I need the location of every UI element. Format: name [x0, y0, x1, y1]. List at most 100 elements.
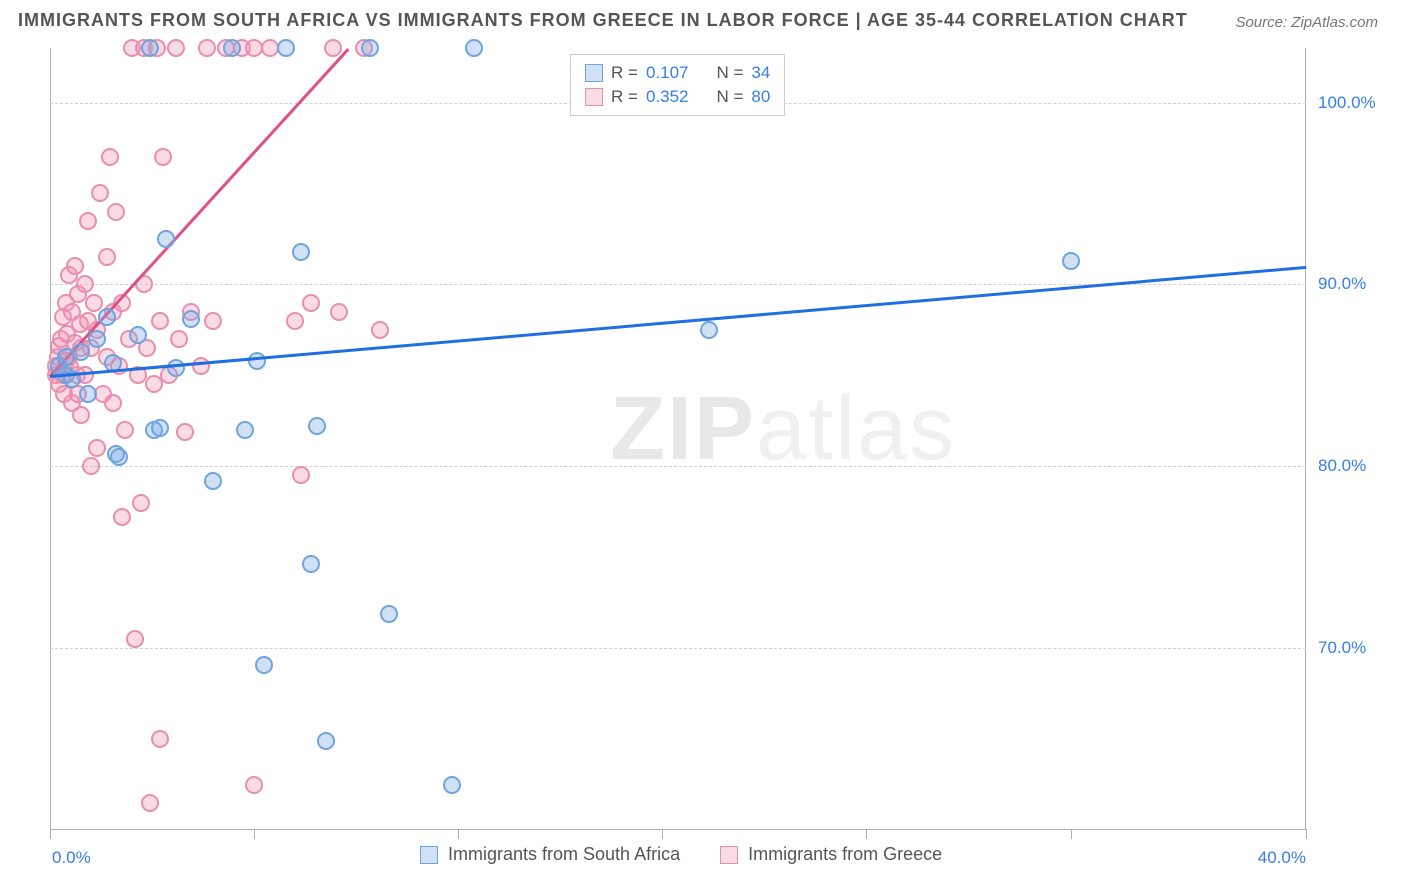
data-point-greece: [151, 312, 169, 330]
legend-r-label: R =: [611, 87, 638, 107]
data-point-south_africa: [380, 605, 398, 623]
data-point-south_africa: [248, 352, 266, 370]
data-point-greece: [72, 406, 90, 424]
legend-r-value: 0.107: [646, 63, 689, 83]
data-point-south_africa: [141, 39, 159, 57]
data-point-greece: [167, 39, 185, 57]
x-tick: [662, 829, 663, 839]
x-axis-line: [50, 829, 1306, 830]
legend-label: Immigrants from Greece: [748, 844, 942, 865]
data-point-south_africa: [167, 359, 185, 377]
x-tick: [1071, 829, 1072, 839]
data-point-south_africa: [79, 385, 97, 403]
data-point-greece: [116, 421, 134, 439]
data-point-greece: [104, 394, 122, 412]
legend-n-label: N =: [716, 63, 743, 83]
data-point-greece: [245, 776, 263, 794]
data-point-south_africa: [223, 39, 241, 57]
x-tick: [458, 829, 459, 839]
legend-swatch: [420, 846, 438, 864]
data-point-south_africa: [236, 421, 254, 439]
x-tick: [1306, 829, 1307, 839]
data-point-south_africa: [182, 310, 200, 328]
data-point-greece: [176, 423, 194, 441]
data-point-south_africa: [129, 326, 147, 344]
data-point-south_africa: [465, 39, 483, 57]
legend-swatch: [585, 88, 603, 106]
data-point-greece: [302, 294, 320, 312]
data-point-greece: [292, 466, 310, 484]
y-tick-label: 80.0%: [1318, 456, 1366, 476]
data-point-greece: [91, 184, 109, 202]
data-point-greece: [141, 794, 159, 812]
data-point-south_africa: [204, 472, 222, 490]
data-point-greece: [154, 148, 172, 166]
data-point-south_africa: [110, 448, 128, 466]
data-point-south_africa: [700, 321, 718, 339]
data-point-greece: [286, 312, 304, 330]
data-point-greece: [170, 330, 188, 348]
data-point-south_africa: [88, 330, 106, 348]
data-point-south_africa: [317, 732, 335, 750]
watermark-zip: ZIP: [610, 379, 756, 479]
data-point-greece: [204, 312, 222, 330]
data-point-greece: [192, 357, 210, 375]
y-tick-label: 100.0%: [1318, 93, 1376, 113]
legend-swatch: [585, 64, 603, 82]
legend-stat-row-greece: R = 0.352 N = 80: [585, 85, 770, 109]
data-point-south_africa: [292, 243, 310, 261]
legend-swatch: [720, 846, 738, 864]
gridline-y: [50, 466, 1306, 467]
data-point-south_africa: [361, 39, 379, 57]
data-point-greece: [126, 630, 144, 648]
data-point-greece: [79, 212, 97, 230]
x-tick: [254, 829, 255, 839]
data-point-greece: [107, 203, 125, 221]
data-point-greece: [82, 457, 100, 475]
x-tick-label: 40.0%: [1246, 848, 1306, 868]
data-point-south_africa: [277, 39, 295, 57]
data-point-south_africa: [308, 417, 326, 435]
legend-stat-row-south_africa: R = 0.107 N = 34: [585, 61, 770, 85]
data-point-greece: [330, 303, 348, 321]
data-point-south_africa: [1062, 252, 1080, 270]
trend-line-greece: [49, 48, 350, 377]
legend-label: Immigrants from South Africa: [448, 844, 680, 865]
data-point-greece: [113, 508, 131, 526]
scatter-plot-area: ZIPatlas: [50, 48, 1306, 830]
legend-n-label: N =: [716, 87, 743, 107]
legend-item-south_africa: Immigrants from South Africa: [420, 844, 680, 865]
data-point-greece: [198, 39, 216, 57]
source-attribution: Source: ZipAtlas.com: [1235, 14, 1378, 31]
legend-n-value: 80: [751, 87, 770, 107]
y-tick-label: 70.0%: [1318, 638, 1366, 658]
legend-item-greece: Immigrants from Greece: [720, 844, 942, 865]
series-legend: Immigrants from South Africa Immigrants f…: [420, 844, 942, 865]
data-point-south_africa: [151, 419, 169, 437]
y-axis-line: [50, 48, 51, 830]
data-point-greece: [98, 248, 116, 266]
legend-r-label: R =: [611, 63, 638, 83]
data-point-greece: [66, 257, 84, 275]
x-tick: [50, 829, 51, 839]
data-point-greece: [88, 439, 106, 457]
data-point-greece: [101, 148, 119, 166]
data-point-greece: [132, 494, 150, 512]
x-tick-label: 0.0%: [52, 848, 112, 868]
data-point-south_africa: [72, 343, 90, 361]
trend-line-south_africa: [50, 266, 1306, 378]
data-point-south_africa: [302, 555, 320, 573]
data-point-south_africa: [157, 230, 175, 248]
legend-r-value: 0.352: [646, 87, 689, 107]
correlation-legend: R = 0.107 N = 34 R = 0.352 N = 80: [570, 54, 785, 116]
data-point-greece: [76, 275, 94, 293]
data-point-south_africa: [255, 656, 273, 674]
gridline-y: [50, 648, 1306, 649]
legend-n-value: 34: [751, 63, 770, 83]
y-tick-label: 90.0%: [1318, 274, 1366, 294]
data-point-south_africa: [443, 776, 461, 794]
data-point-greece: [324, 39, 342, 57]
watermark-atlas: atlas: [756, 379, 956, 479]
y-axis-right-line: [1305, 48, 1306, 830]
data-point-south_africa: [98, 308, 116, 326]
